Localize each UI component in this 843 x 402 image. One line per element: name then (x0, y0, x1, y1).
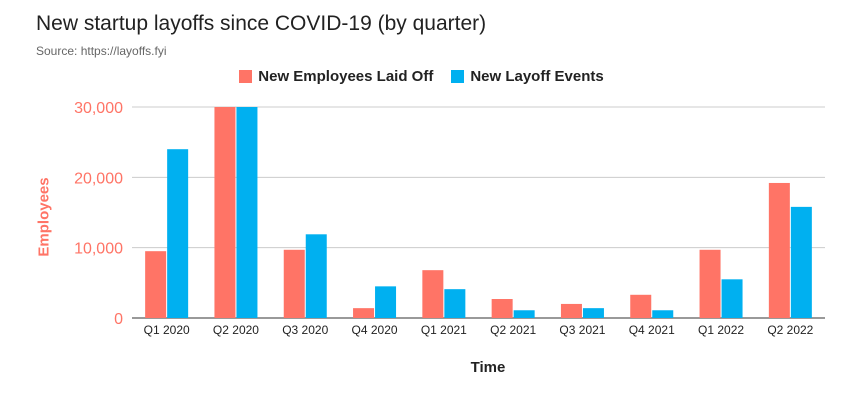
legend-label-laid-off: New Employees Laid Off (258, 68, 434, 85)
x-tick-label: Q1 2022 (698, 323, 744, 337)
y-tick-label: 20,000 (74, 170, 123, 187)
bar-layoff-events (721, 279, 743, 318)
legend-item-layoff-events[interactable]: New Layoff Events (451, 68, 604, 85)
bar-layoff-events (444, 289, 466, 318)
bar-laid-off (768, 182, 790, 318)
bar-laid-off (560, 303, 582, 318)
x-axis-label: Time (470, 359, 506, 376)
x-tick-label: Q3 2021 (559, 323, 605, 337)
y-tick-label: 10,000 (74, 241, 123, 258)
x-tick-label: Q1 2020 (144, 323, 190, 337)
legend-swatch-layoff-events (451, 70, 465, 83)
chart-subtitle: Source: https://layoffs.fyi (36, 44, 167, 58)
chart-title: New startup layoffs since COVID-19 (by q… (36, 12, 487, 35)
y-tick-label: 0 (114, 311, 123, 328)
bar-laid-off (283, 249, 305, 318)
chart-legend: New Employees Laid Off New Layoff Events (0, 68, 843, 85)
bar-layoff-events (513, 310, 535, 318)
bar-laid-off (491, 299, 513, 318)
x-tick-label: Q2 2022 (767, 323, 813, 337)
x-tick-label: Q4 2021 (629, 323, 675, 337)
bar-layoff-events (375, 286, 397, 318)
bar-laid-off (630, 294, 652, 318)
bar-laid-off (422, 270, 444, 318)
bar-layoff-events (582, 308, 604, 318)
bar-laid-off (145, 251, 167, 318)
legend-label-layoff-events: New Layoff Events (470, 68, 604, 85)
bar-layoff-events (652, 310, 674, 318)
bar-laid-off (699, 249, 721, 318)
x-tick-label: Q2 2020 (213, 323, 259, 337)
bar-layoff-events (236, 107, 258, 318)
bar-layoff-events (790, 206, 812, 318)
x-tick-label: Q4 2020 (352, 323, 398, 337)
bar-layoff-events (305, 234, 327, 318)
bar-laid-off (214, 107, 236, 318)
bar-layoff-events (167, 149, 189, 318)
x-tick-label: Q1 2021 (421, 323, 467, 337)
y-tick-label: 30,000 (74, 100, 123, 117)
x-tick-label: Q3 2020 (282, 323, 328, 337)
x-tick-label: Q2 2021 (490, 323, 536, 337)
legend-item-laid-off[interactable]: New Employees Laid Off (239, 68, 433, 85)
legend-swatch-laid-off (239, 70, 253, 83)
bar-laid-off (353, 308, 375, 318)
